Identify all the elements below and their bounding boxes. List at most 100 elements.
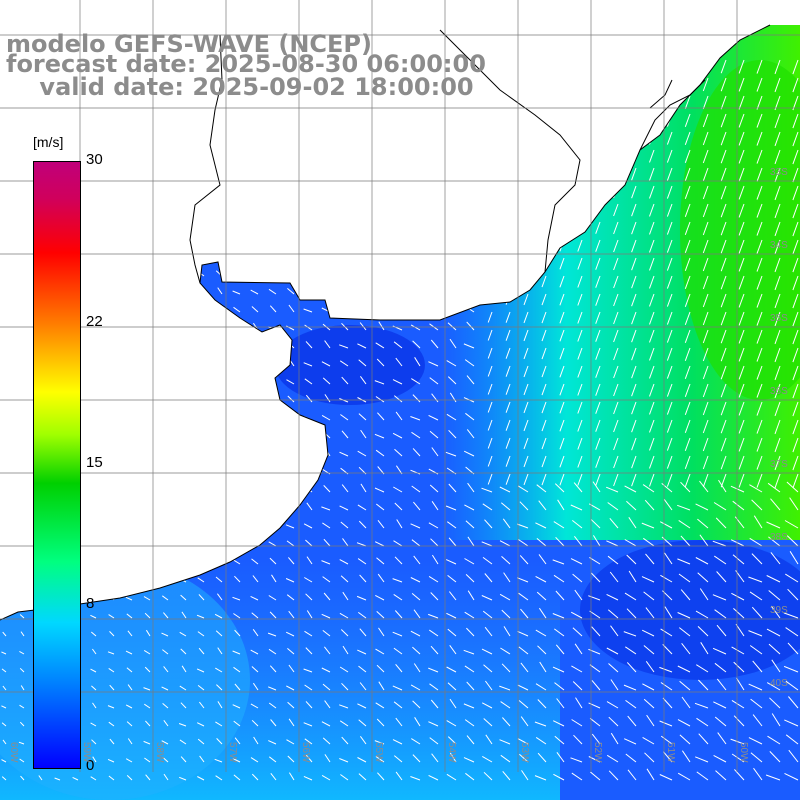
valid-date: valid date: 2025-09-02 18:00:00 <box>6 73 474 101</box>
wind-arrow <box>666 329 673 343</box>
longitude-label: 53W <box>519 742 530 763</box>
wind-arrow <box>232 758 241 763</box>
wind-arrow <box>738 185 745 200</box>
wind-arrow <box>537 699 547 709</box>
wind-arrow <box>573 482 583 493</box>
wind-arrow <box>684 203 691 217</box>
wind-arrow <box>393 395 403 403</box>
wind-arrow <box>233 613 241 619</box>
wind-arrow <box>626 500 637 511</box>
wind-arrow <box>304 738 313 745</box>
wind-arrow <box>394 610 403 619</box>
wind-arrow <box>572 573 583 583</box>
wind-arrow <box>771 713 781 727</box>
wind-arrow <box>232 290 241 295</box>
wind-arrow <box>413 663 421 673</box>
wind-arrow <box>303 775 313 781</box>
wind-arrow <box>520 716 529 727</box>
wind-arrow <box>738 257 745 272</box>
wind-arrow <box>595 275 601 288</box>
wind-arrow <box>251 719 259 727</box>
wind-arrow <box>659 666 673 673</box>
wind-arrow <box>695 610 709 619</box>
wind-arrow <box>556 698 565 709</box>
wind-arrow <box>695 503 709 511</box>
wind-arrow <box>339 720 349 727</box>
wind-arrow <box>534 775 547 781</box>
wind-arrow <box>288 664 295 673</box>
wind-arrow <box>179 739 187 745</box>
wind-arrow <box>180 648 187 655</box>
wind-arrow <box>482 503 493 511</box>
wind-arrow <box>268 648 277 655</box>
wind-arrow <box>789 497 799 511</box>
wind-arrow <box>464 558 475 565</box>
longitude-label: 54W <box>446 742 457 763</box>
wind-arrow <box>378 681 385 691</box>
wind-arrow <box>535 575 547 583</box>
wind-arrow <box>642 683 655 691</box>
wind-arrow <box>430 339 439 349</box>
wind-arrow <box>649 149 655 163</box>
wind-arrow <box>756 419 763 434</box>
wind-arrow <box>766 682 781 691</box>
wind-arrow <box>288 718 295 727</box>
wind-arrow <box>677 612 691 619</box>
wind-arrow <box>613 437 619 451</box>
wind-arrow <box>19 704 25 709</box>
wind-arrow <box>649 401 655 415</box>
wind-arrow <box>792 167 799 183</box>
wind-arrow <box>447 736 457 745</box>
wind-arrow <box>446 720 457 727</box>
wind-arrow <box>559 311 565 324</box>
wind-arrow <box>694 702 709 709</box>
wind-arrow <box>324 394 331 403</box>
wind-arrow <box>287 395 295 403</box>
wind-arrow <box>774 167 781 183</box>
wind-arrow <box>234 629 241 637</box>
wind-arrow <box>1 759 7 763</box>
wind-arrow <box>702 437 709 452</box>
wind-arrow <box>286 325 295 331</box>
wind-arrow <box>339 704 349 709</box>
wind-arrow <box>716 624 727 637</box>
wind-arrow <box>537 752 547 763</box>
wind-arrow <box>216 684 223 691</box>
longitude-label: 51W <box>665 742 676 763</box>
wind-arrow <box>269 611 277 619</box>
wind-arrow <box>753 767 763 781</box>
wind-arrow <box>768 590 781 601</box>
wind-arrow <box>666 221 673 235</box>
wind-arrow <box>738 365 745 380</box>
wind-arrow <box>449 338 457 349</box>
wind-arrow <box>663 751 673 763</box>
wind-arrow <box>196 668 205 673</box>
wind-arrow <box>570 504 583 511</box>
wind-arrow <box>535 736 547 745</box>
wind-arrow <box>783 612 799 619</box>
wind-arrow <box>410 630 421 637</box>
wind-arrow <box>358 773 367 781</box>
wind-arrow <box>143 740 151 745</box>
wind-arrow <box>610 732 619 745</box>
longitude-label: 60W <box>8 742 19 763</box>
wind-arrow <box>482 556 493 565</box>
wind-arrow <box>774 113 781 129</box>
longitude-label: 58W <box>154 742 165 763</box>
wind-arrow <box>412 754 421 763</box>
wind-arrow <box>662 697 673 709</box>
wind-arrow <box>595 437 601 450</box>
wind-arrow <box>649 437 655 451</box>
wind-arrow <box>305 539 313 547</box>
wind-arrow <box>447 575 457 583</box>
wind-arrow <box>2 631 7 637</box>
wind-arrow <box>375 702 385 709</box>
wind-arrow <box>392 379 403 385</box>
wind-arrow <box>410 684 421 691</box>
wind-arrow <box>720 275 727 290</box>
wind-arrow <box>447 521 457 529</box>
wind-arrow <box>606 540 619 547</box>
wind-arrow <box>321 560 331 565</box>
wind-arrow <box>197 685 205 691</box>
wind-arrow <box>577 473 583 486</box>
